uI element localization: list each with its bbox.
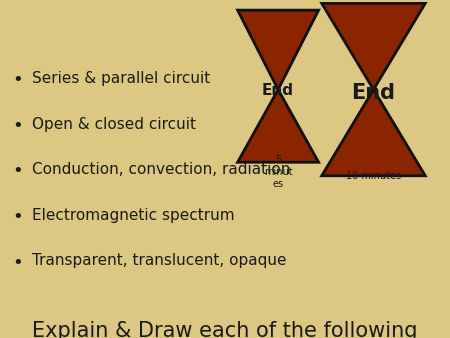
Polygon shape <box>238 90 319 162</box>
Text: •: • <box>13 254 23 271</box>
Text: Open & closed circuit: Open & closed circuit <box>32 117 195 131</box>
Text: End: End <box>262 83 294 98</box>
Text: End: End <box>351 83 396 103</box>
Text: Explain & Draw each of the following: Explain & Draw each of the following <box>32 321 418 338</box>
Polygon shape <box>238 10 319 90</box>
Text: Electromagnetic spectrum: Electromagnetic spectrum <box>32 208 234 223</box>
Polygon shape <box>322 3 425 90</box>
Text: 10 minutes: 10 minutes <box>346 171 401 181</box>
Text: •: • <box>13 117 23 135</box>
Polygon shape <box>322 90 425 176</box>
Text: Series & parallel circuit: Series & parallel circuit <box>32 71 210 86</box>
Text: Transparent, translucent, opaque: Transparent, translucent, opaque <box>32 254 286 268</box>
Text: •: • <box>13 71 23 89</box>
Text: •: • <box>13 208 23 226</box>
Text: •: • <box>13 162 23 180</box>
Text: 5
minut
es: 5 minut es <box>264 155 292 189</box>
Text: Conduction, convection, radiation: Conduction, convection, radiation <box>32 162 290 177</box>
